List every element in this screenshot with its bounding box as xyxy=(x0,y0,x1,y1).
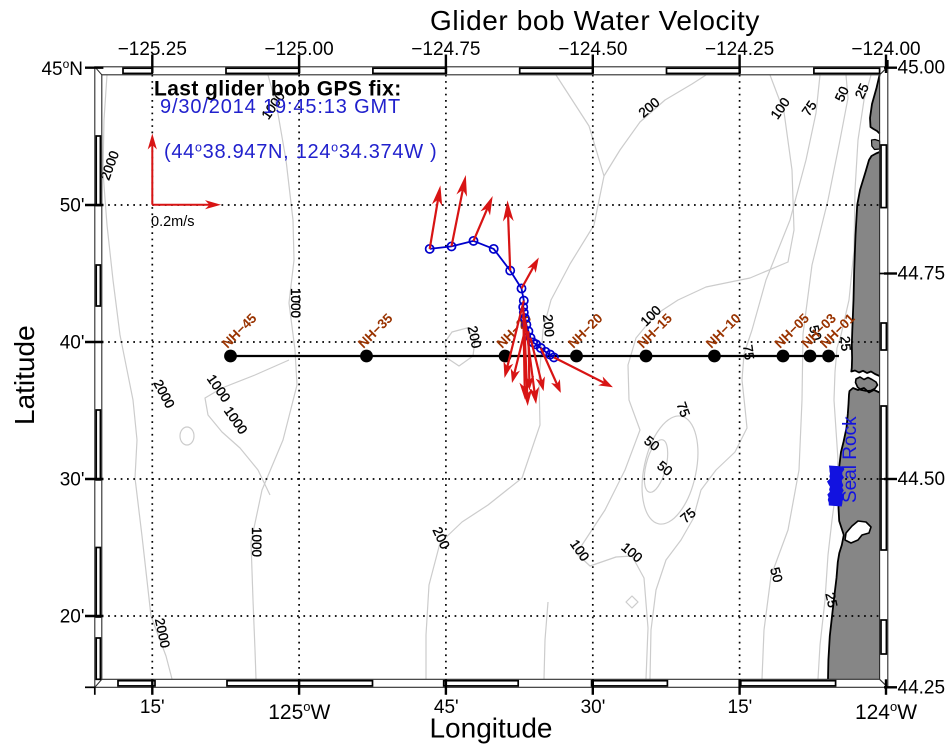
svg-text:44.75: 44.75 xyxy=(898,264,946,285)
svg-text:50': 50' xyxy=(60,195,85,216)
svg-text:44.25: 44.25 xyxy=(898,677,946,698)
svg-text:50: 50 xyxy=(767,566,785,584)
svg-text:125oW: 125oW xyxy=(268,699,330,724)
svg-text:200: 200 xyxy=(540,314,557,338)
svg-text:1000: 1000 xyxy=(249,527,264,557)
svg-text:(44o38.947N, 124o34.374W ): (44o38.947N, 124o34.374W ) xyxy=(164,141,437,164)
svg-text:45oN: 45oN xyxy=(41,57,83,80)
svg-text:20': 20' xyxy=(60,606,85,627)
svg-text:25: 25 xyxy=(823,591,841,609)
svg-text:200: 200 xyxy=(465,324,484,349)
svg-text:0.2m/s: 0.2m/s xyxy=(151,214,195,230)
svg-text:45': 45' xyxy=(434,697,459,718)
svg-text:45.00: 45.00 xyxy=(898,58,946,79)
svg-text:40': 40' xyxy=(60,332,85,353)
svg-text:124oW: 124oW xyxy=(855,699,917,724)
svg-text:75: 75 xyxy=(674,400,693,419)
svg-text:2000: 2000 xyxy=(152,617,173,650)
svg-text:−125.00: −125.00 xyxy=(264,39,333,60)
svg-text:Latitude: Latitude xyxy=(9,325,40,425)
svg-text:−124.25: −124.25 xyxy=(705,39,774,60)
svg-text:15': 15' xyxy=(728,697,753,718)
svg-text:25: 25 xyxy=(837,335,853,351)
svg-text:Seal Rock: Seal Rock xyxy=(840,416,861,503)
svg-text:75: 75 xyxy=(740,344,757,361)
svg-text:30': 30' xyxy=(60,469,85,490)
svg-text:25: 25 xyxy=(852,81,872,101)
svg-text:−124.75: −124.75 xyxy=(411,39,480,60)
svg-text:−124.00: −124.00 xyxy=(851,39,920,60)
svg-text:−124.50: −124.50 xyxy=(558,39,627,60)
svg-text:15': 15' xyxy=(140,697,165,718)
svg-text:−125.25: −125.25 xyxy=(118,39,187,60)
svg-text:75: 75 xyxy=(799,98,820,119)
svg-text:Longitude: Longitude xyxy=(429,713,552,744)
svg-text:1000: 1000 xyxy=(288,288,303,318)
svg-text:30': 30' xyxy=(581,697,606,718)
svg-text:44.50: 44.50 xyxy=(898,469,946,490)
svg-text:Glider bob Water Velocity: Glider bob Water Velocity xyxy=(430,5,760,36)
svg-text:9/30/2014 19:45:13 GMT: 9/30/2014 19:45:13 GMT xyxy=(160,96,401,118)
svg-text:50: 50 xyxy=(832,84,852,104)
svg-text:Last glider bob GPS fix:: Last glider bob GPS fix: xyxy=(154,78,402,101)
svg-text:50: 50 xyxy=(806,324,824,342)
